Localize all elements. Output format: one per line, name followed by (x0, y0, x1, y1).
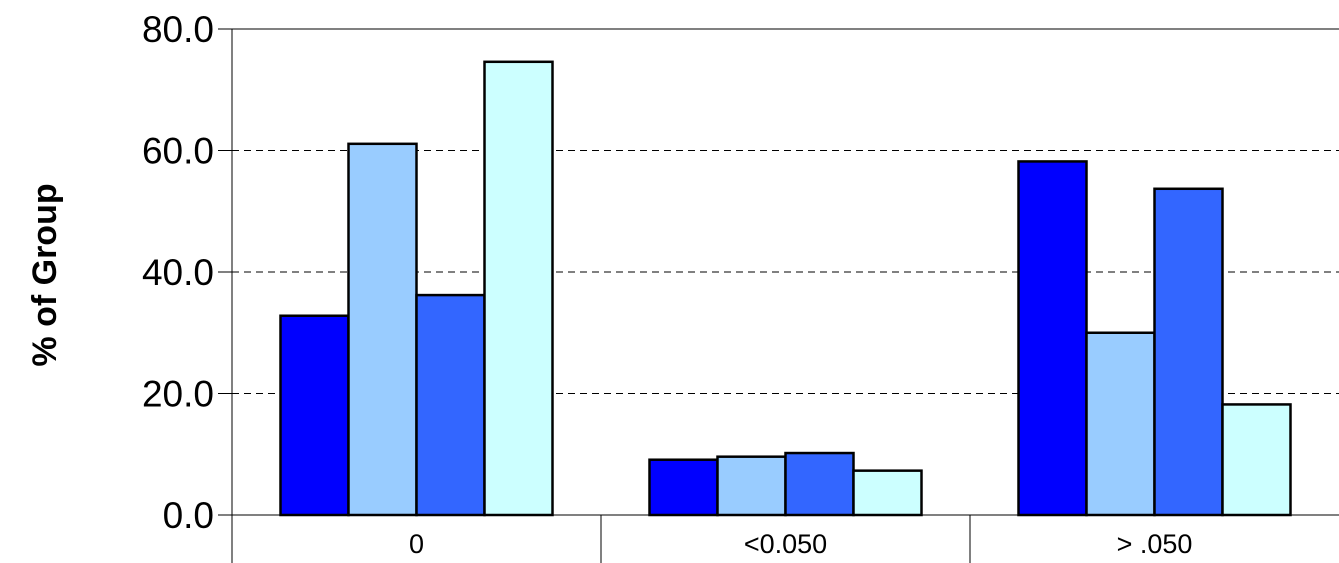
bar (1153, 187, 1224, 517)
bar (1221, 403, 1292, 517)
bar (483, 60, 554, 517)
y-tick-label: 0.0 (163, 495, 214, 536)
bar (784, 451, 855, 517)
bar (415, 293, 486, 517)
y-axis-title: % of Group (26, 183, 64, 366)
bar (648, 458, 719, 517)
bar (347, 142, 418, 517)
bar (716, 455, 787, 517)
axes (218, 28, 1339, 563)
bar (1017, 160, 1088, 517)
y-tick-label: 40.0 (142, 252, 214, 293)
bar (852, 469, 923, 517)
bars (279, 60, 1292, 517)
bar (1085, 331, 1156, 517)
bar (279, 314, 350, 517)
y-tick-labels: 0.0 20.0 40.0 60.0 80.0 (142, 9, 214, 536)
y-tick-label: 20.0 (142, 374, 214, 415)
x-category-labels: 0 <0.050 > .050 (409, 529, 1192, 559)
x-category-label: > .050 (1117, 529, 1193, 559)
y-tick-label: 60.0 (142, 131, 214, 172)
y-tick-label: 80.0 (142, 9, 214, 50)
x-category-label: <0.050 (744, 529, 827, 559)
x-category-label: 0 (409, 529, 424, 559)
